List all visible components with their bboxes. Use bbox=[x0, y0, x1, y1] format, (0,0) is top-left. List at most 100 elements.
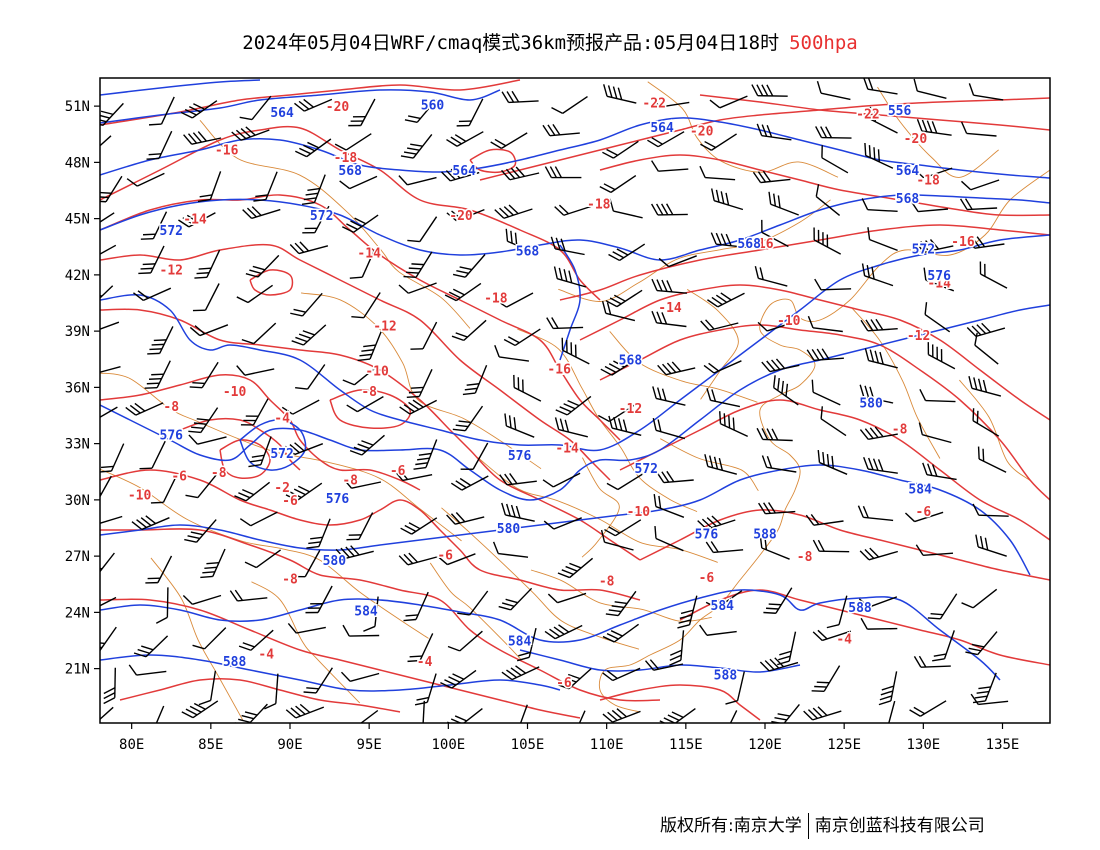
wind-barb bbox=[100, 366, 121, 376]
height-label: 556 bbox=[888, 104, 912, 119]
wind-barb bbox=[922, 462, 957, 481]
wind-barb bbox=[452, 405, 484, 432]
province-boundary bbox=[199, 120, 471, 329]
wind-barb bbox=[815, 184, 841, 216]
wind-barb bbox=[656, 470, 694, 484]
geopotential-height-contour bbox=[100, 589, 1001, 681]
temperature-label: -18 bbox=[916, 173, 940, 188]
wind-barb bbox=[403, 251, 433, 279]
wind-barb bbox=[398, 175, 437, 186]
temperature-isotherm bbox=[100, 469, 641, 601]
wind-barb bbox=[878, 671, 898, 706]
wind-barb bbox=[285, 482, 323, 502]
wind-barb bbox=[446, 131, 484, 147]
wind-barb bbox=[240, 398, 269, 426]
temperature-label: -14 bbox=[357, 246, 381, 261]
wind-barb bbox=[821, 145, 849, 174]
wind-barb bbox=[555, 395, 592, 416]
wind-barb bbox=[516, 627, 537, 662]
wind-barb bbox=[335, 545, 374, 560]
temperature-isotherm bbox=[559, 224, 1050, 301]
wind-barb bbox=[413, 439, 438, 470]
geopotential-height-contour bbox=[559, 244, 581, 361]
wind-barb bbox=[183, 131, 222, 145]
wind-barb bbox=[550, 236, 585, 256]
lon-tick-label: 100E bbox=[431, 737, 465, 753]
wind-barb bbox=[150, 475, 178, 504]
wind-barb bbox=[768, 191, 799, 216]
temperature-isotherm bbox=[100, 79, 521, 126]
temperature-label: -16 bbox=[750, 237, 774, 252]
wind-barb bbox=[414, 673, 437, 706]
wind-barb bbox=[238, 629, 274, 651]
lon-tick-label: 120E bbox=[748, 737, 782, 753]
wind-barb bbox=[811, 379, 841, 406]
temperature-isotherm bbox=[100, 374, 421, 491]
wind-barb bbox=[144, 360, 171, 389]
wind-barb bbox=[556, 668, 592, 690]
wind-barb bbox=[863, 78, 898, 95]
wind-barb bbox=[131, 515, 170, 531]
wind-barb bbox=[341, 214, 379, 233]
wind-barb bbox=[704, 454, 737, 475]
temperature-label: -12 bbox=[373, 320, 396, 335]
geopotential-height-contour bbox=[100, 304, 1050, 501]
wind-barb bbox=[697, 515, 736, 530]
wind-barb bbox=[289, 241, 329, 255]
temperature-label: -8 bbox=[163, 400, 179, 415]
wind-barb bbox=[864, 142, 894, 169]
wind-barb bbox=[456, 98, 484, 127]
wind-barb bbox=[100, 212, 115, 230]
wind-barb bbox=[916, 119, 952, 136]
wind-barb bbox=[253, 171, 278, 202]
wind-barb bbox=[194, 249, 221, 279]
wind-barb bbox=[295, 364, 326, 390]
height-label: 580 bbox=[859, 396, 883, 411]
temperature-label: -6 bbox=[556, 676, 572, 691]
province-boundary bbox=[851, 307, 941, 459]
wind-barb bbox=[966, 236, 1005, 249]
wind-barb bbox=[959, 198, 998, 211]
wind-barb bbox=[858, 596, 898, 608]
temperature-label: -4 bbox=[417, 655, 433, 670]
temperature-label: -8 bbox=[342, 473, 358, 488]
temperature-label: -8 bbox=[892, 423, 908, 438]
wind-barb bbox=[960, 121, 997, 137]
height-label: 564 bbox=[650, 121, 674, 136]
wind-barb bbox=[554, 204, 593, 216]
wind-barb bbox=[761, 358, 800, 373]
wind-barb bbox=[239, 511, 278, 527]
wind-barb bbox=[771, 703, 800, 723]
wind-barb bbox=[826, 595, 848, 629]
wind-barb bbox=[133, 287, 172, 302]
wind-barb bbox=[816, 80, 851, 101]
wind-barb bbox=[608, 415, 642, 436]
temperature-label: -16 bbox=[547, 363, 571, 378]
wind-barb bbox=[281, 399, 320, 415]
wind-barb bbox=[340, 671, 380, 682]
height-label: 564 bbox=[896, 164, 920, 179]
plot-frame bbox=[99, 77, 1051, 724]
province-boundary bbox=[429, 562, 522, 660]
coastline bbox=[598, 169, 1050, 713]
height-label: 588 bbox=[753, 528, 777, 543]
wind-barb bbox=[100, 102, 124, 127]
temperature-isotherm bbox=[100, 528, 661, 702]
wind-barb bbox=[820, 406, 847, 437]
wind-barb bbox=[182, 594, 222, 605]
lat-tick-label: 39N bbox=[65, 324, 90, 340]
wind-barb bbox=[817, 450, 848, 475]
wind-barb bbox=[811, 665, 841, 693]
wind-barb bbox=[904, 511, 944, 523]
wind-barb bbox=[909, 700, 947, 717]
contour-labels: -20 -22 -22 -20 -20 -16 -18 -18 -20 -18 -14 -16 -16 -… bbox=[126, 95, 976, 692]
wind-barb bbox=[126, 172, 165, 187]
lat-tick-label: 33N bbox=[65, 437, 90, 453]
wind-barb bbox=[761, 455, 797, 473]
temperature-label: -6 bbox=[699, 571, 715, 586]
wind-barb bbox=[148, 96, 175, 126]
wind-barb bbox=[244, 549, 282, 569]
province-boundary bbox=[150, 557, 244, 721]
wind-barb bbox=[859, 547, 898, 561]
temperature-label: -6 bbox=[390, 464, 406, 479]
